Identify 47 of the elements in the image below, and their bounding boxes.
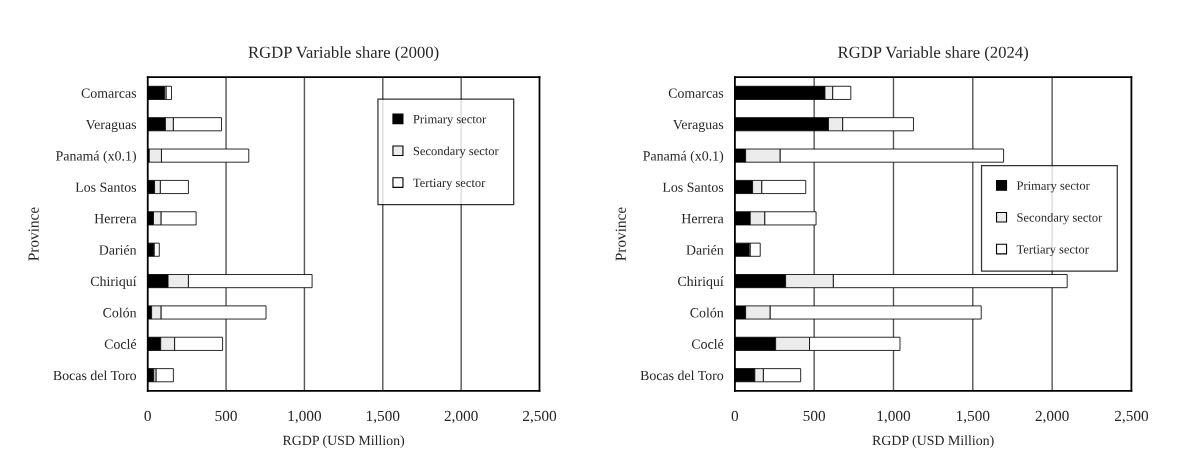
x-tick-label: 500: [803, 410, 826, 422]
chart-title: RGDP Variable share (2000): [248, 46, 439, 62]
y-tick-label: Darién: [99, 244, 137, 255]
x-tick-label: 1,000: [877, 410, 911, 424]
legend-label: Tertiary sector: [413, 178, 486, 190]
x-tick-label: 2,000: [1035, 410, 1069, 424]
x-tick-label: 2,500: [1114, 410, 1149, 424]
x-axis-title: RGDP (USD Million): [872, 435, 994, 448]
y-tick-label: Darién: [686, 244, 724, 255]
x-tick-label: 2,000: [444, 410, 478, 424]
x-tick-label: 2,500: [523, 410, 557, 424]
y-tick-label: Coclé: [691, 339, 724, 349]
y-tick-label: Coclé: [104, 339, 137, 349]
x-tick-label: 1,000: [288, 410, 322, 424]
y-tick-label: Colón: [690, 307, 724, 318]
y-axis-title: Province: [615, 207, 626, 261]
chart-title: RGDP Variable share (2024): [838, 46, 1028, 62]
y-tick-label: Chiriquí: [90, 276, 137, 289]
y-tick-label: Colón: [103, 307, 137, 318]
x-tick-label: 1,500: [956, 410, 990, 424]
bar: [155, 368, 174, 383]
legend-label: Secondary sector: [1017, 212, 1103, 225]
y-tick-label: Herrera: [681, 214, 724, 224]
y-tick-label: Los Santos: [662, 182, 724, 192]
y-tick-label: Panamá (x0.1): [55, 150, 136, 164]
y-tick-label: Bocas del Toro: [53, 370, 137, 381]
y-tick-label: Herrera: [94, 214, 137, 224]
bar: [165, 85, 172, 100]
legend-label: Primary sector: [1016, 181, 1090, 193]
x-axis-title: RGDP (USD Million): [282, 435, 405, 448]
legend-label: Tertiary sector: [1016, 245, 1089, 257]
legend-label: Secondary sector: [413, 146, 499, 158]
y-tick-label: Veraguas: [672, 119, 724, 133]
x-tick-label: 1,500: [366, 410, 400, 424]
x-tick-label: 0: [731, 410, 739, 422]
y-tick-label: Panamá (x0.1): [643, 150, 724, 164]
y-tick-label: Comarcas: [668, 88, 724, 98]
y-axis-title: Province: [28, 207, 39, 261]
y-tick-label: Chiriquí: [678, 276, 724, 289]
y-tick-label: Bocas del Toro: [640, 370, 724, 381]
y-tick-label: Los Santos: [75, 182, 137, 192]
x-tick-label: 0: [144, 410, 151, 422]
y-tick-label: Veraguas: [85, 119, 137, 133]
bar: [749, 242, 761, 257]
y-tick-label: Comarcas: [81, 88, 137, 98]
legend-label: Primary sector: [413, 114, 487, 126]
x-tick-label: 500: [215, 410, 237, 422]
